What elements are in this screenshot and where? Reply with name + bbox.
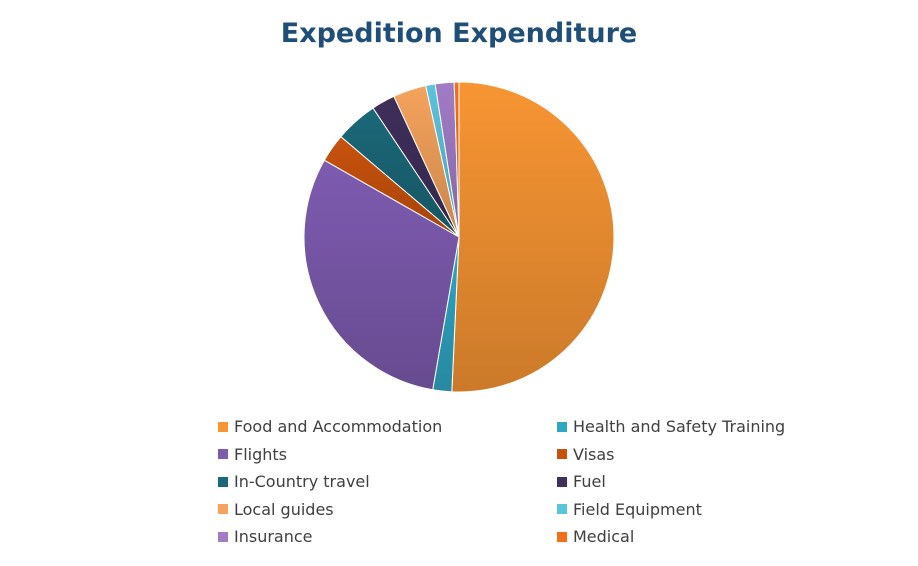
legend-swatch (557, 476, 567, 487)
legend-label: Food and Accommodation (234, 417, 443, 437)
legend-swatch (557, 449, 567, 460)
legend-label: Medical (573, 527, 635, 547)
legend-item-local-guides: Local guides (218, 496, 557, 524)
legend-label: Fuel (573, 472, 606, 492)
legend-swatch (218, 476, 228, 487)
chart-title: Expedition Expenditure (280, 18, 638, 49)
legend-swatch (218, 531, 228, 542)
legend-swatch (557, 421, 567, 432)
chart-legend: Food and Accommodation Health and Safety … (218, 413, 858, 551)
legend-swatch (218, 449, 228, 460)
legend-label: Insurance (234, 527, 313, 547)
legend-label: Flights (234, 444, 287, 464)
legend-item-field-equipment: Field Equipment (557, 496, 857, 524)
pie-slice-flights (303, 159, 460, 391)
pie-slice-medical (453, 81, 460, 238)
pie-slice-food-and-accommodation (451, 81, 615, 393)
legend-swatch (557, 504, 567, 515)
legend-item-health-and-safety-training: Health and Safety Training (557, 413, 857, 441)
legend-label: Health and Safety Training (573, 417, 786, 437)
legend-swatch (218, 421, 228, 432)
legend-item-flights: Flights (218, 441, 557, 469)
legend-label: Field Equipment (573, 499, 702, 519)
legend-item-food-and-accommodation: Food and Accommodation (218, 413, 557, 441)
legend-item-in-country-travel: In-Country travel (218, 468, 557, 496)
legend-item-insurance: Insurance (218, 523, 557, 551)
legend-label: Local guides (234, 499, 334, 519)
legend-label: In-Country travel (234, 472, 370, 492)
legend-item-fuel: Fuel (557, 468, 857, 496)
legend-item-medical: Medical (557, 523, 857, 551)
legend-item-visas: Visas (557, 441, 857, 469)
legend-swatch (218, 504, 228, 515)
legend-label: Visas (573, 444, 615, 464)
legend-swatch (557, 531, 567, 542)
